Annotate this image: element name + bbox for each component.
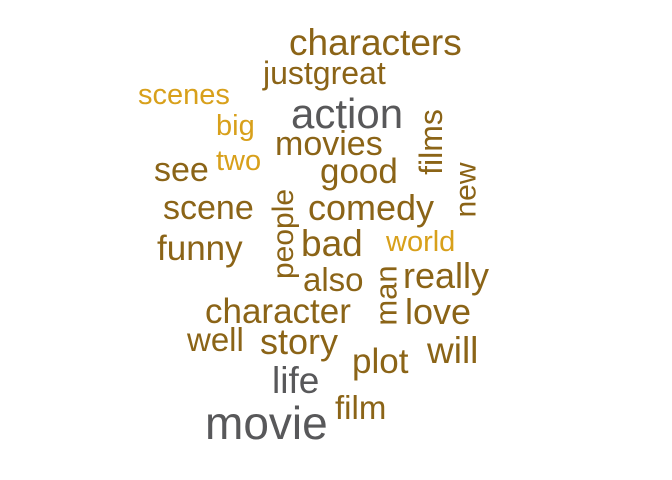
word-comedy: comedy [308,187,435,228]
word-really: really [403,255,490,296]
word-bad: bad [301,223,363,264]
word-scene: scene [163,189,254,227]
word-justgreat: justgreat [263,55,386,91]
word-funny: funny [157,229,243,268]
word-people: people [267,188,301,280]
word-plot: plot [352,342,409,381]
word-world: world [386,226,456,258]
word-love: love [405,291,472,332]
word-movie: movie [205,397,328,449]
word-well: well [187,321,244,358]
word-good: good [320,152,398,191]
word-also: also [303,261,364,298]
word-big: big [216,110,255,142]
word-two: two [216,145,262,177]
word-man: man [368,265,404,326]
word-new: new [449,162,483,218]
word-character: character [205,292,351,331]
word-characters: characters [289,22,462,63]
word-scenes: scenes [138,79,230,111]
word-will: will [427,330,479,371]
word-life: life [272,360,320,401]
word-films: films [412,109,449,175]
word-movies: movies [275,125,383,163]
word-film: film [335,389,387,426]
word-story: story [260,321,339,362]
word-action: action [291,90,404,137]
word-see: see [154,151,209,189]
